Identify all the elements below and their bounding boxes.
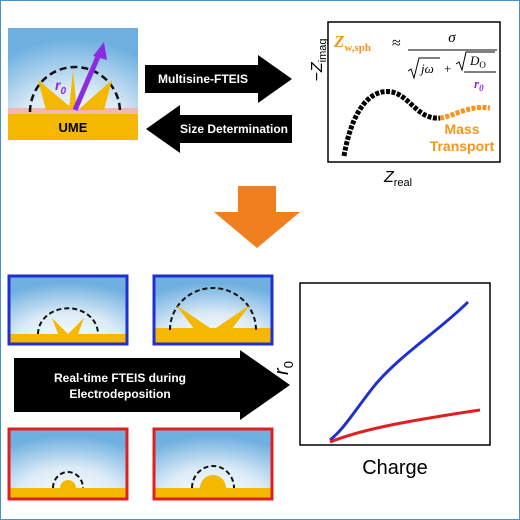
text-part: real [394,177,412,189]
text-part: O [479,60,486,70]
y-label: −Zimag [309,39,329,82]
arrow-back [146,105,292,153]
text-part: Electrodeposition [69,387,170,401]
eq-plus: + [444,61,451,76]
arrow-back-label: Size Determination [180,122,288,136]
eq-radius: r0 [474,76,484,93]
eq-numerator: σ [448,30,456,46]
text-part: Mass [444,121,479,137]
arrow-realtime-label: Real-time FTEIS during Electrodeposition [54,371,186,401]
text-part: 0 [479,83,484,93]
eq-term1: jω [419,61,434,76]
text-part: imag [317,39,329,63]
plot-x-label: Charge [362,457,428,479]
text-part: Real-time FTEIS during [54,371,186,385]
plot-y-label: r0 [271,361,296,375]
ume-image: r0 UME [8,28,138,140]
text-part: w,sph [344,42,371,54]
text-part: −Z [309,61,326,81]
text-part: Z [383,169,395,186]
text-part: 0 [281,361,296,368]
text-part: r [474,76,480,91]
eq-diff: DO [469,53,486,70]
down-arrow [214,186,300,248]
growth-panels [7,274,274,501]
text-part: r [271,367,293,375]
radius-label: r0 [55,77,66,97]
text-part: 0 [60,86,66,97]
eq-lhs: Zw,sph [333,32,371,54]
radius-plot [299,282,491,446]
electrode-label: UME [59,120,88,135]
nyquist-plot: Mass Transport Zw,sph ≈ σ jω + DO r0 [327,21,501,163]
x-label: Zreal [383,169,412,189]
eq-relation: ≈ [392,35,401,52]
arrow-realtime [14,350,290,420]
text-part: Transport [430,138,495,154]
equation: Zw,sph ≈ σ jω + DO r0 [333,30,497,93]
arrow-forward-label: Multisine-FTEIS [158,72,248,86]
text-part: D [469,53,480,68]
annotation: Mass Transport [430,121,495,154]
arrow-forward [145,55,292,103]
text-part: Z [333,32,344,51]
text-part: r [55,77,62,93]
